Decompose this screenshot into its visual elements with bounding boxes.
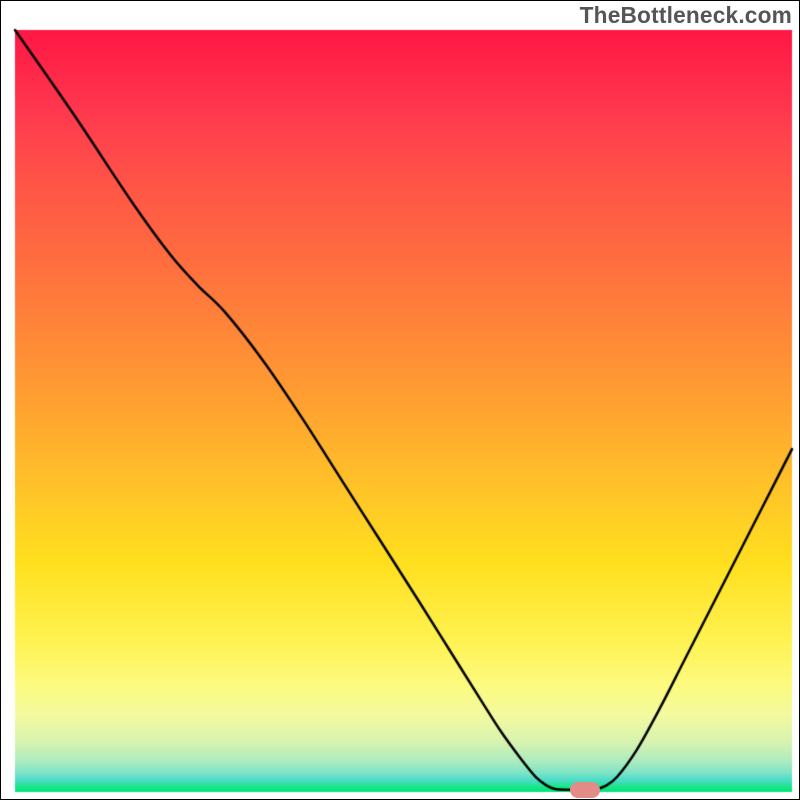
watermark-text: TheBottleneck.com [580,2,792,29]
gradient-background [0,0,800,800]
marker-pill [570,782,600,798]
chart-container: TheBottleneck.com [0,0,800,800]
